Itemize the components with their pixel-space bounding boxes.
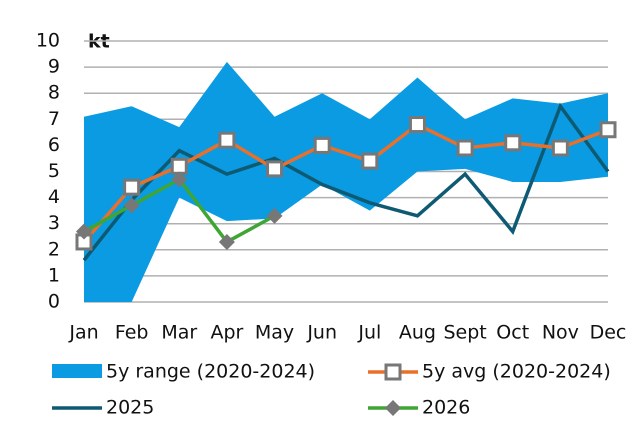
y-tick-label: 10 [36,30,60,52]
x-tick-label: Aug [399,322,436,344]
y-tick-label: 9 [48,56,60,78]
y-tick-label: 7 [48,108,60,130]
legend-label: 2025 [106,397,154,419]
marker [171,171,188,188]
range-area [84,61,608,302]
marker [123,178,141,196]
x-tick-label: Oct [496,322,529,344]
y-tick-label: 6 [48,134,60,156]
y-tick-label: 2 [48,238,60,260]
y-tick-label: 1 [48,264,60,286]
marker [266,207,283,224]
marker [456,139,474,157]
x-tick-label: Dec [590,322,627,344]
marker [123,197,140,214]
y-tick-label: 8 [48,82,60,104]
marker [551,139,569,157]
marker [313,136,331,154]
x-tick-label: Jul [357,322,381,344]
y-tick-label: 3 [48,212,60,234]
legend-label: 5y avg (2020-2024) [422,361,611,383]
y-tick-label: 5 [48,160,60,182]
marker [504,134,522,152]
x-tick-label: Jun [306,322,337,344]
marker [170,157,188,175]
x-tick-label: Mar [161,322,197,344]
y-tick-label: 0 [48,291,60,313]
marker [218,233,235,250]
marker [266,160,284,178]
x-tick-label: Nov [542,322,579,344]
x-tick-label: Jan [68,322,98,344]
x-tick-label: Sept [443,322,486,344]
x-tick-label: Feb [115,322,149,344]
marker [76,223,92,240]
marker [361,152,379,170]
marker [599,121,617,139]
legend-label: 5y range (2020-2024) [106,361,315,383]
legend-label: 2026 [422,397,470,419]
marker [408,116,426,134]
legend-marker [385,400,401,416]
legend-swatch [52,364,102,378]
legend-marker [384,363,402,381]
marker [218,131,236,149]
y-tick-label: 4 [48,186,60,208]
x-tick-label: May [255,322,294,344]
x-tick-label: Apr [210,322,243,344]
